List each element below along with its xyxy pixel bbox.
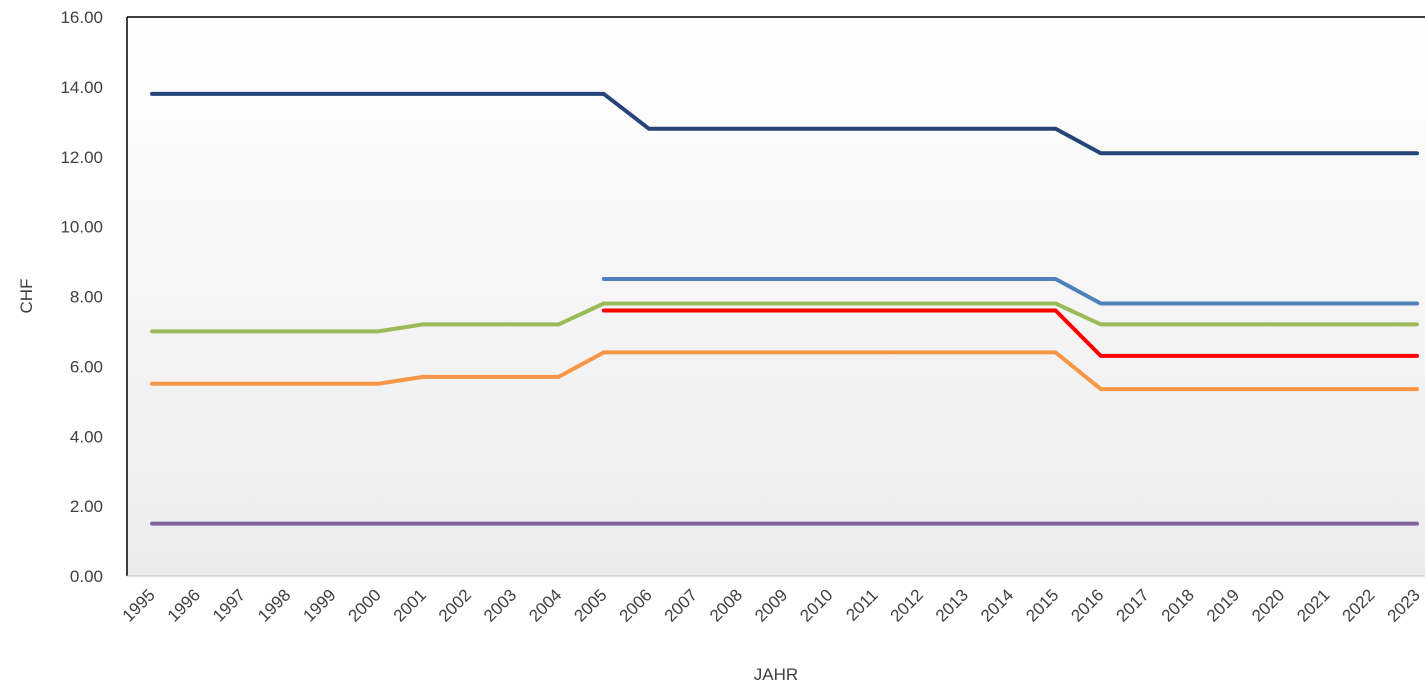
x-tick-label: 2000 [345,585,385,625]
x-tick-label: 1995 [119,585,159,625]
x-tick-label: 2018 [1158,585,1198,625]
x-tick-label: 2005 [570,585,610,625]
series-layer [150,91,1419,526]
series-line-2 [601,277,1419,306]
x-axis-label: JAHR [754,665,798,684]
x-tick-labels: 1995 1996 1997 1998 1999 2000 2001 2002 2003 2004… [119,585,1424,625]
y-tick-label: 16.00 [60,8,103,27]
x-tick-label: 2008 [706,585,746,625]
x-tick-label: 1999 [299,585,339,625]
y-tick-label: 8.00 [70,288,103,307]
x-tick-label: 2017 [1113,585,1153,625]
y-tick-label: 0.00 [70,567,103,586]
y-tick-label: 14.00 [60,78,103,97]
series-line-3 [150,301,1419,334]
x-tick-label: 2002 [435,585,475,625]
x-tick-label: 2021 [1293,585,1333,625]
x-tick-label: 2010 [796,585,836,625]
series-line-5 [150,350,1419,392]
x-tick-label: 2014 [977,585,1017,625]
x-tick-label: 2001 [390,585,430,625]
x-tick-label: 2004 [525,585,565,625]
y-tick-label: 12.00 [60,148,103,167]
x-tick-label: 2012 [887,585,927,625]
x-tick-label: 2013 [932,585,972,625]
plot-area [127,17,1425,576]
x-tick-label: 2022 [1338,585,1378,625]
x-tick-label: 2011 [842,585,881,624]
x-tick-label: 1996 [164,585,204,625]
y-tick-label: 6.00 [70,357,103,376]
series-line-4 [601,308,1419,358]
x-tick-label: 2023 [1384,585,1424,625]
y-tick-labels: 0.00 2.00 4.00 6.00 8.00 10.00 12.00 14.00 16.00 [60,8,103,586]
x-tick-label: 2009 [751,585,791,625]
y-tick-label: 2.00 [70,497,103,516]
x-tick-label: 2020 [1248,585,1288,625]
y-tick-label: 10.00 [60,218,103,237]
x-tick-label: 2015 [1022,585,1062,625]
x-tick-label: 1997 [209,585,249,625]
x-tick-label: 2016 [1067,585,1107,625]
series-line-1 [150,91,1419,156]
x-tick-label: 2007 [661,585,701,625]
y-tick-label: 4.00 [70,427,103,446]
x-tick-label: 2003 [480,585,520,625]
x-tick-label: 1998 [254,585,294,625]
x-tick-label: 2019 [1203,585,1243,625]
x-tick-label: 2006 [616,585,656,625]
y-axis-label: CHF [17,279,36,314]
